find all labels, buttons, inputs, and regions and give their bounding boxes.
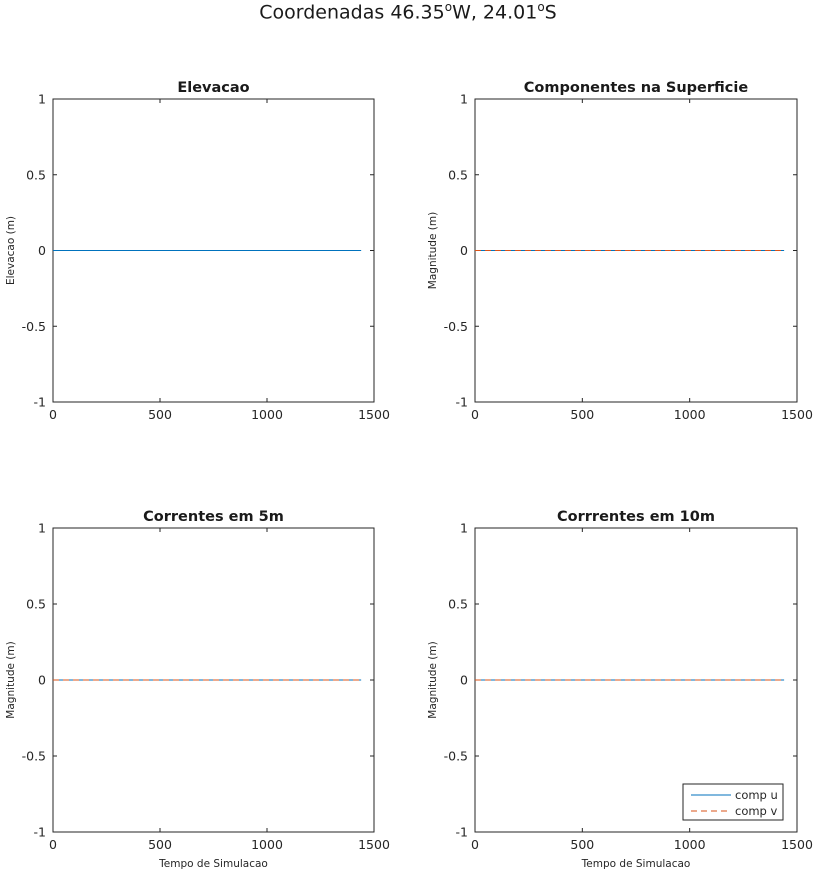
subplot-title: Componentes na Superficie — [524, 80, 749, 96]
x-tick-label: 1500 — [781, 837, 813, 852]
x-tick-label: 0 — [471, 407, 479, 422]
x-tick-label: 0 — [471, 837, 479, 852]
y-tick-label: 1 — [460, 521, 468, 536]
subplot-title: Elevacao — [177, 80, 249, 96]
y-tick-label: 0.5 — [448, 597, 468, 612]
subplot-title: Corrrentes em 10m — [557, 509, 715, 525]
y-tick-label: -1 — [34, 395, 46, 410]
x-tick-label: 500 — [570, 837, 594, 852]
x-tick-label: 500 — [148, 407, 172, 422]
y-tick-label: 0.5 — [26, 597, 46, 612]
x-tick-label: 0 — [49, 407, 57, 422]
y-tick-label: -1 — [34, 825, 46, 840]
figure-title: Coordenadas 46.35oW, 24.01oS — [259, 0, 557, 24]
subplot-correntes-5m: 0 500 1000 1500 -1 -0.5 0 0.5 1 Correntes em 5m Ma… — [5, 509, 390, 870]
x-tick-label: 1500 — [358, 407, 390, 422]
x-tick-label: 1000 — [251, 407, 283, 422]
y-tick-label: -0.5 — [22, 319, 46, 334]
x-tick-label: 500 — [148, 837, 172, 852]
y-tick-label: 0.5 — [26, 167, 46, 182]
y-axis-label: Magnitude (m) — [427, 212, 439, 289]
y-tick-label: 1 — [38, 92, 46, 107]
y-tick-label: 0 — [38, 673, 46, 688]
x-tick-label: 1500 — [781, 407, 813, 422]
y-tick-label: 0 — [460, 673, 468, 688]
legend-entry-label: comp u — [735, 788, 778, 802]
y-tick-label: -0.5 — [22, 749, 46, 764]
subplot-superficie: 0 500 1000 1500 -1 -0.5 0 0.5 1 Componentes na Su… — [427, 80, 813, 422]
y-tick-label: -0.5 — [444, 319, 468, 334]
y-tick-label: 0 — [460, 243, 468, 258]
y-tick-label: 0 — [38, 243, 46, 258]
subplot-elevacao: 0 500 1000 1500 -1 -0.5 0 0.5 1 Elevacao Elevacao … — [5, 80, 390, 422]
y-tick-label: 1 — [38, 521, 46, 536]
y-tick-label: 1 — [460, 92, 468, 107]
x-tick-label: 1500 — [358, 837, 390, 852]
x-axis-label: Tempo de Simulacao — [158, 858, 268, 870]
x-tick-label: 1000 — [251, 837, 283, 852]
y-tick-label: -1 — [456, 395, 468, 410]
y-axis-label: Magnitude (m) — [5, 641, 17, 718]
subplot-title: Correntes em 5m — [143, 509, 284, 525]
y-axis-label: Elevacao (m) — [5, 216, 17, 285]
y-axis-label: Magnitude (m) — [427, 641, 439, 718]
legend: comp u comp v — [682, 783, 784, 821]
x-tick-label: 500 — [570, 407, 594, 422]
x-tick-label: 0 — [49, 837, 57, 852]
y-tick-label: 0.5 — [448, 167, 468, 182]
y-tick-label: -0.5 — [444, 749, 468, 764]
x-tick-label: 1000 — [674, 837, 706, 852]
legend-box — [682, 783, 784, 821]
legend-entry-label: comp v — [735, 804, 778, 818]
subplot-correntes-10m: 0 500 1000 1500 -1 -0.5 0 0.5 1 Corrrentes em 10m… — [427, 509, 813, 870]
y-tick-label: -1 — [456, 825, 468, 840]
x-tick-label: 1000 — [674, 407, 706, 422]
x-axis-label: Tempo de Simulacao — [581, 858, 691, 870]
